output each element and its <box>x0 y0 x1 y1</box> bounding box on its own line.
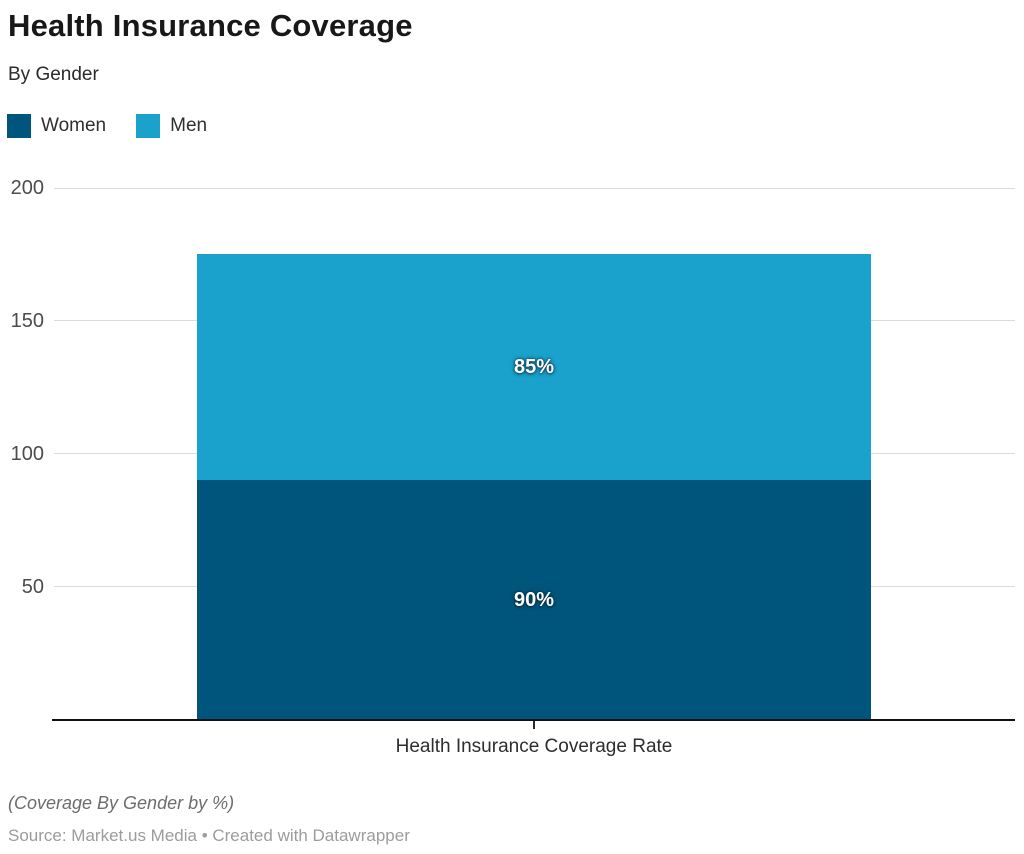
bar-value-label-women: 90% <box>513 588 555 611</box>
legend-swatch-men <box>136 114 161 138</box>
x-axis-baseline <box>52 718 1015 721</box>
legend-item-men: Men <box>136 114 207 138</box>
y-axis-tick-label: 50 <box>21 575 44 598</box>
bar-segment-women <box>197 480 871 720</box>
legend-swatch-women <box>7 114 31 138</box>
bar-segment-men <box>197 254 871 481</box>
chart-subtitle: By Gender <box>8 64 99 85</box>
footnote: (Coverage By Gender by %) <box>8 793 235 813</box>
y-axis-tick-label: 150 <box>10 309 44 332</box>
page-title: Health Insurance Coverage <box>8 8 413 43</box>
gridline-200 <box>54 187 1015 189</box>
legend-label-women: Women <box>41 115 107 136</box>
source-line: Source: Market.us Media • Created with D… <box>8 826 410 845</box>
x-axis-label: Health Insurance Coverage Rate <box>395 736 673 757</box>
y-axis-tick-label: 200 <box>10 177 44 199</box>
legend-label-men: Men <box>170 115 208 136</box>
legend: Women Men <box>7 114 207 138</box>
bar-value-label-men: 85% <box>513 356 555 379</box>
y-axis-tick-label: 100 <box>10 442 44 465</box>
x-axis-tick <box>533 721 535 729</box>
legend-item-women: Women <box>7 114 106 138</box>
